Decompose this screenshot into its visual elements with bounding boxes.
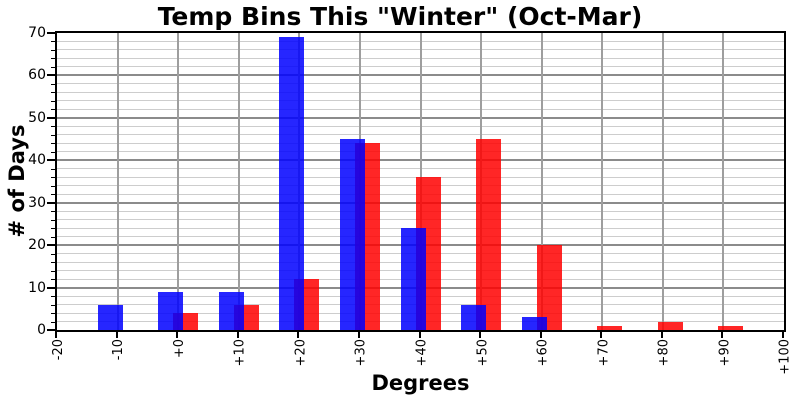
y-tick-minor — [51, 109, 55, 111]
x-tick-label: +60 — [535, 339, 551, 367]
bar-blue — [158, 291, 184, 330]
bar-red — [657, 321, 683, 330]
y-tick-major — [47, 286, 55, 289]
y-tick-major — [47, 244, 55, 247]
gridline-major-v — [177, 33, 180, 330]
x-tick — [721, 332, 724, 338]
y-tick-minor — [51, 177, 55, 179]
y-tick-label: 70 — [28, 25, 46, 41]
bar-blue — [461, 304, 487, 330]
x-tick-label: +40 — [414, 339, 430, 367]
x-tick-label: -20 — [51, 339, 66, 361]
y-tick-minor — [51, 296, 55, 298]
y-tick-major — [47, 116, 55, 119]
x-tick — [297, 332, 300, 338]
bar-blue — [279, 37, 305, 330]
y-tick-minor — [51, 168, 55, 170]
bar-red — [718, 325, 744, 330]
bar-blue — [521, 317, 547, 330]
y-tick-minor — [51, 304, 55, 306]
y-tick-minor — [51, 126, 55, 128]
x-tick — [479, 332, 482, 338]
x-tick — [115, 332, 118, 338]
y-tick-label: 30 — [28, 194, 46, 211]
gridline-major-v — [722, 33, 725, 330]
x-tick-label: +50 — [475, 339, 491, 367]
y-tick-minor — [51, 49, 55, 51]
chart-title: Temp Bins This "Winter" (Oct-Mar) — [157, 2, 643, 31]
bar-blue — [339, 139, 365, 330]
x-tick — [539, 332, 542, 338]
y-tick-minor — [51, 58, 55, 60]
y-tick-major — [47, 329, 55, 331]
x-tick-label: +80 — [656, 339, 672, 367]
plot-area — [55, 31, 786, 332]
y-tick-minor — [51, 321, 55, 323]
y-tick-minor — [51, 270, 55, 272]
y-tick-label: 40 — [28, 152, 46, 169]
gridline-major-v — [661, 33, 664, 330]
x-tick — [600, 332, 603, 338]
y-tick-minor — [51, 100, 55, 102]
y-tick-minor — [51, 236, 55, 238]
x-tick-label: +90 — [717, 339, 733, 367]
y-axis-label: # of Days — [5, 124, 29, 238]
y-tick-minor — [51, 211, 55, 213]
bar-red — [536, 245, 562, 330]
y-tick-minor — [51, 83, 55, 85]
x-tick — [55, 332, 57, 338]
x-tick-label: +20 — [293, 339, 309, 367]
y-tick-minor — [51, 262, 55, 264]
bar-red — [476, 139, 502, 330]
y-tick-label: 20 — [28, 237, 46, 254]
gridline-major-v — [540, 33, 543, 330]
gridline-major-v — [116, 33, 119, 330]
x-tick-label: +0 — [172, 339, 188, 359]
x-tick — [660, 332, 663, 338]
y-tick-major — [47, 32, 55, 34]
y-tick-minor — [51, 134, 55, 136]
y-tick-minor — [51, 92, 55, 94]
y-tick-major — [47, 201, 55, 204]
bar-red — [597, 325, 623, 330]
x-tick-label: -10 — [111, 339, 127, 361]
x-tick-label: +30 — [353, 339, 369, 367]
gridline-major-v — [237, 33, 240, 330]
gridline-major-v — [601, 33, 604, 330]
x-tick — [176, 332, 179, 338]
x-tick — [236, 332, 239, 338]
y-tick-minor — [51, 143, 55, 145]
x-tick-label: +70 — [596, 339, 612, 367]
bar-blue — [218, 291, 244, 330]
x-tick-label: +10 — [232, 339, 248, 367]
y-tick-major — [47, 74, 55, 77]
y-tick-minor — [51, 151, 55, 153]
y-tick-minor — [51, 219, 55, 221]
y-tick-minor — [51, 253, 55, 255]
y-tick-minor — [51, 313, 55, 315]
y-tick-minor — [51, 66, 55, 68]
bar-blue — [97, 304, 123, 330]
y-tick-major — [47, 159, 55, 162]
x-tick-label: +100 — [778, 339, 793, 375]
y-tick-minor — [51, 41, 55, 43]
y-tick-label: 50 — [28, 109, 46, 126]
x-axis-label: Degrees — [371, 371, 470, 395]
y-tick-label: 0 — [37, 322, 46, 338]
x-tick — [782, 332, 784, 338]
x-tick — [418, 332, 421, 338]
x-tick — [357, 332, 360, 338]
bar-blue — [400, 228, 426, 330]
y-tick-minor — [51, 194, 55, 196]
y-tick-minor — [51, 185, 55, 187]
y-tick-minor — [51, 228, 55, 230]
y-tick-label: 60 — [28, 67, 46, 84]
y-tick-label: 10 — [28, 279, 46, 296]
y-tick-minor — [51, 279, 55, 281]
